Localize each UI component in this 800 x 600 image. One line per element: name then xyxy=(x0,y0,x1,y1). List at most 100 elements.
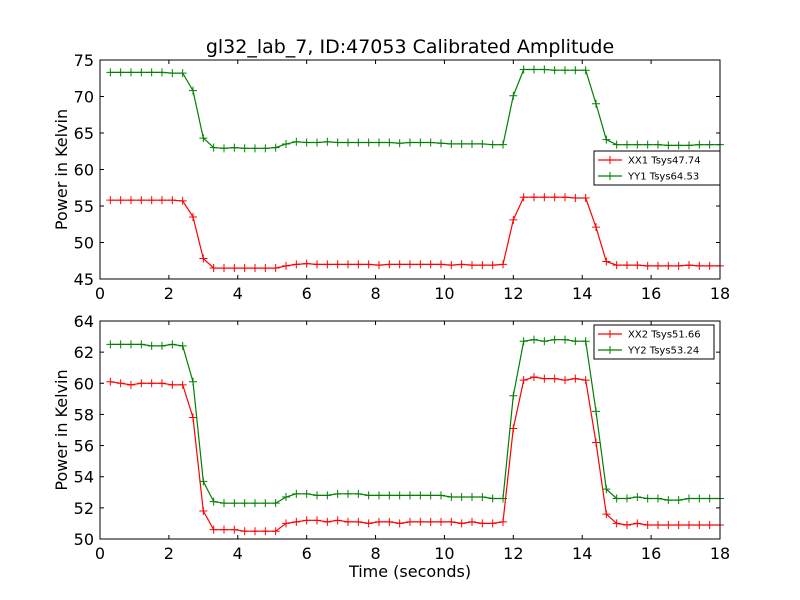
data-point xyxy=(158,341,166,350)
x-tick-label: 14 xyxy=(572,544,592,563)
data-point xyxy=(478,519,487,528)
data-point xyxy=(633,492,642,501)
y-axis-label: Power in Kelvin xyxy=(52,369,71,490)
data-point xyxy=(561,376,569,385)
legend: XX1 Tsys47.74 YY1 Tsys64.53 xyxy=(593,150,721,186)
data-point xyxy=(447,492,456,501)
data-point xyxy=(178,341,187,350)
x-tick-label: 4 xyxy=(233,284,243,303)
x-tick-label: 18 xyxy=(710,284,730,303)
data-point xyxy=(654,140,662,149)
data-point xyxy=(344,260,352,269)
data-point xyxy=(147,341,156,350)
data-point xyxy=(271,527,280,536)
data-point xyxy=(664,496,673,505)
bottom-subplot: 0 2 4 6 8 10 12 14 16 18 50 52 54 56 58 60 62 64 Power in … xyxy=(52,312,730,563)
data-point xyxy=(530,65,538,74)
data-point xyxy=(561,193,569,202)
data-point xyxy=(251,527,259,536)
chart-title: gl32_lab_7, ID:47053 Calibrated Amplitud… xyxy=(206,36,614,58)
data-point xyxy=(199,477,208,486)
data-point xyxy=(137,68,146,77)
data-point xyxy=(127,340,135,349)
data-point xyxy=(571,66,580,75)
data-point xyxy=(509,391,518,400)
data-point xyxy=(478,139,487,148)
data-point xyxy=(705,261,714,270)
data-point xyxy=(333,138,342,147)
data-point xyxy=(158,196,166,205)
data-point xyxy=(354,260,363,269)
x-tick-label: 0 xyxy=(95,284,105,303)
legend-marker xyxy=(606,172,614,180)
data-point xyxy=(271,499,280,508)
data-point xyxy=(199,134,208,143)
data-point xyxy=(581,193,590,202)
data-point xyxy=(623,261,631,270)
data-point xyxy=(375,261,383,270)
data-point xyxy=(540,374,549,383)
data-point xyxy=(633,140,642,149)
data-point xyxy=(540,65,549,74)
x-tick-label: 2 xyxy=(164,544,174,563)
data-point xyxy=(468,261,476,270)
data-point xyxy=(240,144,249,153)
data-point xyxy=(147,68,156,77)
data-point xyxy=(209,497,218,506)
data-point xyxy=(364,138,373,147)
data-point xyxy=(199,254,208,263)
data-point xyxy=(695,520,704,529)
data-point xyxy=(426,491,435,500)
data-point xyxy=(499,517,507,526)
data-point xyxy=(705,140,714,149)
data-point xyxy=(488,140,497,149)
data-point xyxy=(168,340,177,349)
x-tick-label: 2 xyxy=(164,284,174,303)
x-tick-label: 8 xyxy=(370,284,380,303)
data-point xyxy=(457,519,466,528)
data-point xyxy=(230,525,239,534)
data-point xyxy=(106,340,115,349)
x-tick-label: 12 xyxy=(503,544,523,563)
data-point xyxy=(478,492,487,501)
data-point xyxy=(137,340,146,349)
data-point xyxy=(395,260,404,269)
data-point xyxy=(220,144,228,153)
data-point xyxy=(395,519,404,528)
data-point xyxy=(147,379,156,388)
data-point xyxy=(623,520,631,529)
data-point xyxy=(158,68,166,77)
data-point xyxy=(189,377,197,386)
legend: XX2 Tsys51.66 YY2 Tsys53.24 xyxy=(593,324,715,360)
data-point xyxy=(106,68,115,77)
data-point xyxy=(116,196,125,205)
data-point xyxy=(530,373,538,382)
data-point xyxy=(168,69,177,78)
data-point xyxy=(685,520,693,529)
data-point xyxy=(313,491,321,500)
data-point xyxy=(499,494,507,503)
y-tick-label: 65 xyxy=(74,124,94,143)
data-point xyxy=(292,137,301,146)
data-point xyxy=(664,261,673,270)
data-point xyxy=(437,260,445,269)
data-point xyxy=(375,491,383,500)
x-tick-label: 16 xyxy=(641,284,661,303)
data-point xyxy=(333,516,342,525)
legend-marker xyxy=(606,346,614,354)
data-point xyxy=(395,491,404,500)
data-point xyxy=(323,491,332,500)
data-point xyxy=(633,519,642,528)
data-point xyxy=(592,407,600,416)
data-point xyxy=(643,140,652,149)
data-point xyxy=(375,517,383,526)
data-point xyxy=(230,264,239,273)
y-tick-label: 60 xyxy=(74,161,94,180)
data-point xyxy=(302,138,311,147)
data-point xyxy=(488,261,497,270)
axes-frame xyxy=(99,320,721,540)
data-point xyxy=(478,261,487,270)
y-tick-label: 62 xyxy=(74,343,94,362)
data-point xyxy=(385,138,394,147)
